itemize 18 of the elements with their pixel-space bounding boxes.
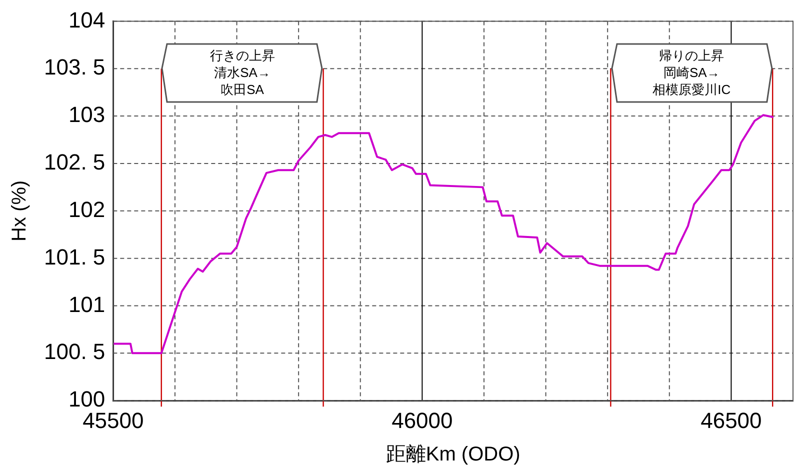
x-tick-label: 46000 xyxy=(392,408,453,433)
x-axis-title: 距離Km (ODO) xyxy=(386,444,520,466)
x-tick-label: 46500 xyxy=(700,408,762,433)
annotation: 岡崎SA→相模原愛川IC xyxy=(652,64,732,98)
y-tick-label: 103. 5 xyxy=(44,54,106,80)
callout-box: 行きの上昇 清水SA→吹田SA xyxy=(161,43,324,104)
y-tick-label: 103 xyxy=(68,102,106,128)
y-tick-label: 100. 5 xyxy=(44,339,106,364)
annotation: 行きの上昇 xyxy=(208,47,276,64)
y-tick-label: 104 xyxy=(68,7,106,32)
callout-box: 帰りの上昇 岡崎SA→相模原愛川IC xyxy=(610,43,773,104)
y-tick-label: 102. 5 xyxy=(44,150,106,175)
y-tick-label: 101 xyxy=(68,292,106,317)
y-tick-label: 102 xyxy=(68,196,106,222)
y-tick-label: 101. 5 xyxy=(44,244,106,270)
y-axis-title: Hx (%) xyxy=(8,180,31,242)
annotation: 帰りの上昇 xyxy=(658,47,726,64)
annotation: 清水SA→吹田SA xyxy=(213,64,272,98)
